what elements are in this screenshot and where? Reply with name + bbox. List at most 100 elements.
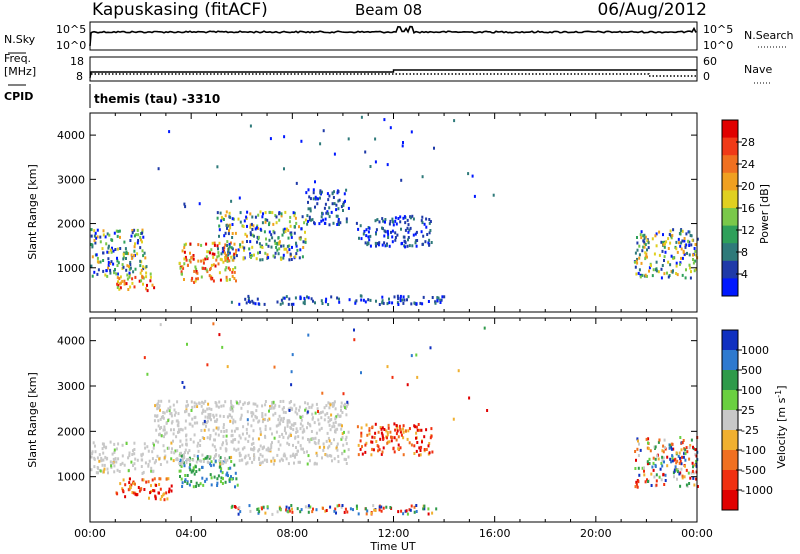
echo-cell xyxy=(408,228,411,232)
echo-cell xyxy=(338,300,341,304)
echo-cell xyxy=(378,220,381,224)
echo-cell xyxy=(654,234,657,238)
echo-cell xyxy=(413,301,416,305)
echo-cell xyxy=(404,245,407,249)
echo-cell xyxy=(650,472,653,476)
echo-cell xyxy=(225,266,228,270)
echo-cell xyxy=(680,462,683,466)
colorbar-tick-label: -500 xyxy=(741,464,766,477)
echo-cell xyxy=(140,487,143,491)
echo-cell xyxy=(267,446,270,450)
echo-cell xyxy=(264,220,267,224)
echo-cell xyxy=(347,430,350,434)
echo-cell xyxy=(326,192,329,196)
echo-cell xyxy=(123,463,126,467)
echo-cell xyxy=(162,493,165,497)
echo-cell xyxy=(422,234,425,238)
echo-cell xyxy=(290,400,292,403)
echo-cell xyxy=(219,257,222,261)
echo-cell xyxy=(151,450,154,454)
echo-cell xyxy=(151,283,154,287)
echo-cell xyxy=(406,226,409,230)
echo-cell xyxy=(314,180,316,184)
echo-cell xyxy=(285,247,288,251)
echo-cell xyxy=(229,268,231,272)
echo-cell xyxy=(418,453,421,457)
echo-cell xyxy=(272,406,275,410)
echo-cell xyxy=(211,241,214,245)
echo-cell xyxy=(692,261,695,265)
echo-cell xyxy=(201,476,204,480)
echo-cell xyxy=(264,218,267,222)
echo-cell xyxy=(277,418,280,422)
echo-cell xyxy=(204,257,207,261)
echo-cell xyxy=(665,240,668,244)
echo-cell xyxy=(239,245,242,249)
echo-cell xyxy=(202,401,205,405)
echo-cell xyxy=(155,414,158,418)
echo-cell xyxy=(312,197,315,201)
echo-cell xyxy=(125,268,128,272)
echo-cell xyxy=(374,241,377,245)
echo-cell xyxy=(364,150,367,154)
echo-cell xyxy=(635,483,638,487)
echo-cell xyxy=(273,436,276,440)
echo-cell xyxy=(663,460,665,464)
colorbar-swatch xyxy=(722,172,738,191)
echo-cell xyxy=(256,507,259,511)
echo-cell xyxy=(263,445,265,449)
echo-cell xyxy=(134,275,137,279)
x-axis-label: Time UT xyxy=(369,540,415,553)
echo-cell xyxy=(286,441,289,445)
echo-cell xyxy=(154,497,157,501)
echo-cell xyxy=(230,399,232,403)
echo-cell xyxy=(140,279,143,283)
echo-cell xyxy=(637,466,640,470)
echo-cell xyxy=(224,243,227,247)
echo-cell xyxy=(672,228,675,232)
echo-cell xyxy=(421,242,424,246)
echo-cell xyxy=(325,453,328,457)
echo-cell xyxy=(365,234,368,238)
echo-cell xyxy=(686,251,688,255)
echo-cell xyxy=(322,506,324,510)
echo-cell xyxy=(173,413,176,417)
echo-cell xyxy=(288,419,291,423)
echo-cell xyxy=(145,271,148,275)
echo-cell xyxy=(272,413,275,417)
echo-cell xyxy=(327,303,330,306)
echo-cell xyxy=(189,437,192,441)
echo-cell xyxy=(292,302,295,306)
echo-cell xyxy=(329,428,332,432)
echo-cell xyxy=(208,274,211,278)
echo-cell xyxy=(228,478,231,482)
echo-cell xyxy=(679,456,681,460)
echo-cell xyxy=(381,435,384,439)
echo-cell xyxy=(213,243,216,247)
echo-cell xyxy=(301,215,304,219)
echo-cell xyxy=(645,252,648,256)
echo-cell xyxy=(197,259,200,263)
echo-cell xyxy=(142,470,145,474)
echo-cell xyxy=(636,248,639,252)
echo-cell xyxy=(425,428,428,432)
echo-cell xyxy=(408,427,411,431)
echo-cell xyxy=(688,457,691,461)
echo-cell xyxy=(689,276,692,280)
echo-cell xyxy=(677,454,680,458)
echo-cell xyxy=(246,224,248,228)
velocity-ylabel: Slant Range [km] xyxy=(26,372,39,468)
echo-cell xyxy=(116,468,119,472)
echo-cell xyxy=(132,491,135,495)
echo-cell xyxy=(362,232,365,236)
echo-cell xyxy=(345,458,347,462)
echo-cell xyxy=(205,255,208,259)
echo-cell xyxy=(138,279,141,283)
echo-cell xyxy=(692,258,694,261)
echo-cell xyxy=(247,296,250,300)
echo-cell xyxy=(262,418,265,422)
echo-cell xyxy=(279,400,282,403)
echo-cell xyxy=(402,424,405,428)
echo-cell xyxy=(282,406,285,410)
echo-cell xyxy=(342,443,345,447)
